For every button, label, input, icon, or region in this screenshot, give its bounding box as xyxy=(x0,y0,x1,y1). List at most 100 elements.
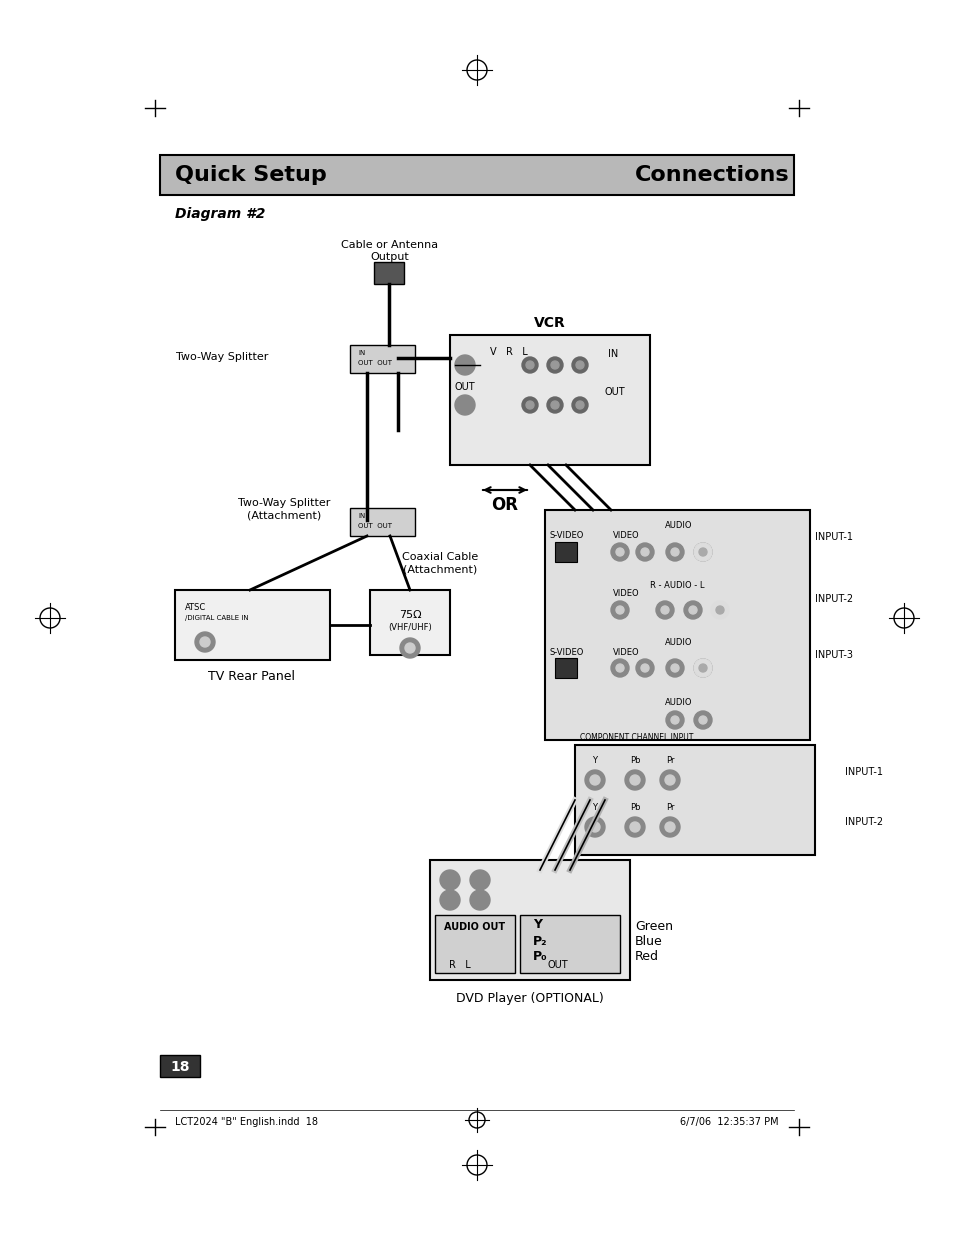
Circle shape xyxy=(636,659,654,677)
Text: OUT: OUT xyxy=(455,382,476,391)
FancyBboxPatch shape xyxy=(519,915,619,973)
Text: LCT2024 "B" English.indd  18: LCT2024 "B" English.indd 18 xyxy=(174,1116,317,1128)
FancyBboxPatch shape xyxy=(430,860,629,981)
Text: Output: Output xyxy=(370,252,409,262)
Circle shape xyxy=(572,357,587,373)
Circle shape xyxy=(716,606,723,614)
Text: Y: Y xyxy=(533,918,541,931)
Text: Pr: Pr xyxy=(665,803,674,811)
Text: P₀: P₀ xyxy=(533,950,547,963)
Text: P₂: P₂ xyxy=(533,935,547,948)
FancyBboxPatch shape xyxy=(555,542,577,562)
Text: OUT  OUT: OUT OUT xyxy=(357,522,392,529)
Circle shape xyxy=(693,543,711,561)
Text: Y: Y xyxy=(592,803,597,811)
Circle shape xyxy=(659,818,679,837)
Circle shape xyxy=(584,818,604,837)
Circle shape xyxy=(470,869,490,890)
Text: /DIGITAL CABLE IN: /DIGITAL CABLE IN xyxy=(185,615,249,621)
Text: Coaxial Cable
(Attachment): Coaxial Cable (Attachment) xyxy=(401,552,477,574)
Circle shape xyxy=(629,823,639,832)
Circle shape xyxy=(699,664,706,672)
Circle shape xyxy=(664,823,675,832)
Text: 18: 18 xyxy=(170,1060,190,1074)
Text: AUDIO: AUDIO xyxy=(664,521,692,530)
Text: INPUT-2: INPUT-2 xyxy=(814,594,852,604)
Circle shape xyxy=(683,601,701,619)
Text: S-VIDEO: S-VIDEO xyxy=(550,648,584,657)
Circle shape xyxy=(670,548,679,556)
Text: Green: Green xyxy=(635,920,672,932)
Text: Cable or Antenna: Cable or Antenna xyxy=(341,240,438,249)
FancyBboxPatch shape xyxy=(450,335,649,466)
Circle shape xyxy=(589,823,599,832)
Text: AUDIO: AUDIO xyxy=(664,638,692,647)
Circle shape xyxy=(699,716,706,724)
Circle shape xyxy=(624,769,644,790)
Circle shape xyxy=(470,890,490,910)
Text: Quick Setup: Quick Setup xyxy=(174,165,327,185)
Circle shape xyxy=(670,664,679,672)
Text: VIDEO: VIDEO xyxy=(613,531,639,540)
FancyBboxPatch shape xyxy=(350,345,415,373)
Text: ATSC: ATSC xyxy=(185,603,206,613)
Text: Two-Way Splitter
(Attachment): Two-Way Splitter (Attachment) xyxy=(237,499,330,520)
Circle shape xyxy=(455,354,475,375)
Text: AUDIO: AUDIO xyxy=(664,698,692,706)
Text: DVD Player (OPTIONAL): DVD Player (OPTIONAL) xyxy=(456,992,603,1005)
Text: AUDIO OUT: AUDIO OUT xyxy=(444,923,505,932)
FancyBboxPatch shape xyxy=(160,156,793,195)
Circle shape xyxy=(525,401,534,409)
FancyBboxPatch shape xyxy=(544,510,809,740)
Circle shape xyxy=(665,659,683,677)
Circle shape xyxy=(616,548,623,556)
Text: Pb: Pb xyxy=(629,756,639,764)
Circle shape xyxy=(610,659,628,677)
Circle shape xyxy=(521,357,537,373)
Circle shape xyxy=(699,548,706,556)
Text: S-VIDEO: S-VIDEO xyxy=(550,531,584,540)
Circle shape xyxy=(589,776,599,785)
Circle shape xyxy=(405,643,415,653)
Text: OUT: OUT xyxy=(604,387,625,396)
Circle shape xyxy=(525,361,534,369)
Text: Red: Red xyxy=(635,950,659,963)
Circle shape xyxy=(688,606,697,614)
Circle shape xyxy=(640,548,648,556)
Circle shape xyxy=(693,659,711,677)
Text: OUT: OUT xyxy=(547,960,568,969)
Text: V   R   L: V R L xyxy=(490,347,527,357)
Text: INPUT-2: INPUT-2 xyxy=(844,818,882,827)
Circle shape xyxy=(610,543,628,561)
Circle shape xyxy=(576,401,583,409)
Text: INPUT-3: INPUT-3 xyxy=(814,650,852,659)
Circle shape xyxy=(572,396,587,412)
Circle shape xyxy=(546,396,562,412)
Circle shape xyxy=(521,396,537,412)
Circle shape xyxy=(670,716,679,724)
Text: INPUT-1: INPUT-1 xyxy=(844,767,882,777)
Text: Y: Y xyxy=(592,756,597,764)
Circle shape xyxy=(693,543,711,561)
FancyBboxPatch shape xyxy=(374,262,403,284)
Text: VIDEO: VIDEO xyxy=(613,648,639,657)
Circle shape xyxy=(665,543,683,561)
Text: INPUT-1: INPUT-1 xyxy=(814,532,852,542)
Text: 6/7/06  12:35:37 PM: 6/7/06 12:35:37 PM xyxy=(679,1116,779,1128)
Circle shape xyxy=(636,543,654,561)
Text: IN: IN xyxy=(357,513,365,519)
Circle shape xyxy=(693,659,711,677)
Circle shape xyxy=(399,638,419,658)
Circle shape xyxy=(664,776,675,785)
FancyBboxPatch shape xyxy=(350,508,415,536)
Text: OUT  OUT: OUT OUT xyxy=(357,359,392,366)
Circle shape xyxy=(640,664,648,672)
Circle shape xyxy=(551,361,558,369)
Text: Diagram #2: Diagram #2 xyxy=(174,207,265,221)
Circle shape xyxy=(699,548,706,556)
Circle shape xyxy=(699,664,706,672)
Circle shape xyxy=(194,632,214,652)
FancyBboxPatch shape xyxy=(174,590,330,659)
Circle shape xyxy=(439,869,459,890)
FancyBboxPatch shape xyxy=(435,915,515,973)
